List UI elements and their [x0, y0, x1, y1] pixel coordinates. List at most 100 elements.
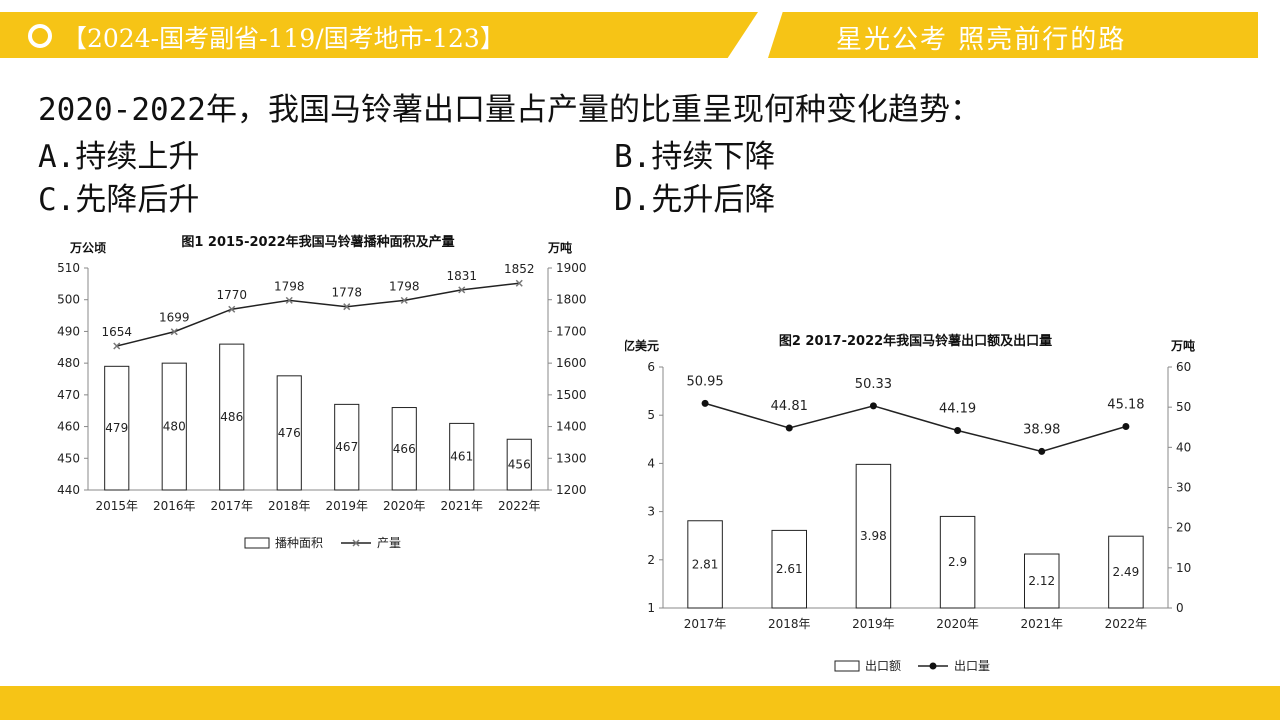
- line-point: [170, 328, 178, 336]
- option-a[interactable]: A.持续上升: [38, 139, 200, 175]
- y-axis-right-label: 万吨: [1170, 338, 1195, 353]
- y-tick-label-left: 4: [647, 456, 655, 470]
- y-tick-label-left: 470: [57, 388, 80, 402]
- line-value-label: 1852: [504, 262, 535, 276]
- y-tick-label-left: 500: [57, 293, 80, 307]
- line-value-label: 1831: [446, 269, 477, 283]
- x-tick-label: 2015年: [95, 499, 138, 513]
- bar: [161, 362, 187, 491]
- line-value-label: 1778: [331, 286, 362, 300]
- option-d[interactable]: D.先升后降: [614, 182, 776, 218]
- bar-value-label: 2.9: [948, 555, 967, 569]
- y-tick-label-left: 2: [647, 553, 655, 567]
- x-tick-label: 2017年: [684, 617, 727, 631]
- bar: [219, 343, 245, 491]
- bar-value-label: 3.98: [860, 529, 887, 543]
- y-tick-label-right: 1400: [556, 420, 587, 434]
- y-tick-label-right: 50: [1176, 400, 1191, 414]
- circle-icon: [28, 24, 52, 48]
- bar-value-label: 2.49: [1113, 565, 1140, 579]
- legend-bar-label: 出口额: [865, 659, 901, 673]
- y-tick-label-right: 1900: [556, 261, 587, 275]
- x-tick-label: 2018年: [268, 499, 311, 513]
- line-value-label: 1770: [216, 288, 247, 302]
- line-series: [116, 282, 520, 347]
- bar-value-label: 461: [450, 450, 473, 464]
- line-point: [458, 286, 466, 294]
- line-value-label: 1798: [389, 279, 420, 293]
- y-tick-label-right: 1600: [556, 356, 587, 370]
- x-tick-label: 2018年: [768, 617, 811, 631]
- x-tick-label: 2017年: [210, 499, 253, 513]
- x-tick-label: 2020年: [383, 499, 426, 513]
- y-tick-label-right: 60: [1176, 360, 1191, 374]
- y-tick-label-right: 0: [1176, 601, 1184, 615]
- line-value-label: 1654: [101, 325, 132, 339]
- legend-line-label: 出口量: [954, 659, 990, 673]
- x-tick-label: 2020年: [936, 617, 979, 631]
- y-tick-label-right: 30: [1176, 481, 1191, 495]
- bar-value-label: 2.12: [1028, 574, 1055, 588]
- line-point: [701, 399, 709, 407]
- y-axis-right-label: 万吨: [547, 240, 572, 255]
- bar: [334, 403, 360, 491]
- header-slogan: 星光公考 照亮前行的路: [836, 25, 1127, 55]
- y-tick-label-right: 1300: [556, 451, 587, 465]
- y-tick-label-left: 480: [57, 356, 80, 370]
- line-value-label: 50.33: [855, 377, 892, 392]
- y-tick-label-left: 460: [57, 420, 80, 434]
- header-title: 【2024-国考副省-119/国考地市-123】: [62, 24, 505, 53]
- y-tick-label-right: 40: [1176, 440, 1191, 454]
- bar-value-label: 456: [508, 458, 531, 472]
- line-point: [1122, 423, 1130, 431]
- line-point: [954, 427, 962, 435]
- bar-value-label: 476: [278, 426, 301, 440]
- y-tick-label-left: 3: [647, 505, 655, 519]
- y-tick-label-left: 490: [57, 324, 80, 338]
- x-tick-label: 2022年: [1105, 617, 1148, 631]
- line-point: [285, 296, 293, 304]
- y-tick-label-right: 10: [1176, 561, 1191, 575]
- line-value-label: 45.18: [1107, 398, 1144, 413]
- y-tick-label-left: 450: [57, 451, 80, 465]
- bar: [939, 515, 976, 609]
- footer-bar: [0, 686, 1280, 720]
- y-tick-label-left: 6: [647, 360, 655, 374]
- legend-line-marker: [929, 662, 937, 670]
- line-value-label: 1699: [159, 311, 190, 325]
- line-series: [704, 402, 1127, 453]
- line-point: [400, 296, 408, 304]
- bar: [449, 422, 475, 491]
- option-c[interactable]: C.先降后升: [38, 182, 200, 218]
- x-tick-label: 2022年: [498, 499, 541, 513]
- bar: [687, 520, 723, 609]
- option-b[interactable]: B.持续下降: [614, 139, 776, 175]
- line-point: [515, 279, 523, 287]
- x-tick-label: 2016年: [153, 499, 196, 513]
- line-value-label: 50.95: [686, 374, 723, 389]
- bar-value-label: 2.81: [692, 557, 719, 571]
- line-point: [785, 424, 793, 432]
- bar: [276, 375, 302, 491]
- line-value-label: 44.19: [939, 402, 976, 417]
- bar-value-label: 466: [393, 442, 416, 456]
- y-axis-left-label: 万公顷: [69, 241, 106, 255]
- line-point: [869, 402, 877, 410]
- line-point: [113, 342, 121, 350]
- header-bar-right: [768, 12, 1258, 58]
- bar: [771, 529, 808, 609]
- line-point: [1038, 447, 1046, 455]
- bar-value-label: 486: [220, 410, 243, 424]
- line-value-label: 44.81: [771, 399, 808, 414]
- y-axis-left-label: 亿美元: [625, 338, 659, 353]
- legend-line-marker: [352, 539, 360, 547]
- bar: [1023, 553, 1060, 609]
- y-tick-label-right: 1800: [556, 293, 587, 307]
- chart-title: 图2 2017-2022年我国马铃薯出口额及出口量: [779, 333, 1052, 349]
- bar: [391, 407, 417, 491]
- bar: [506, 438, 532, 491]
- question-text: 2020-2022年，我国马铃薯出口量占产量的比重呈现何种变化趋势：: [38, 92, 981, 128]
- line-value-label: 38.98: [1023, 422, 1060, 437]
- bar: [855, 463, 892, 609]
